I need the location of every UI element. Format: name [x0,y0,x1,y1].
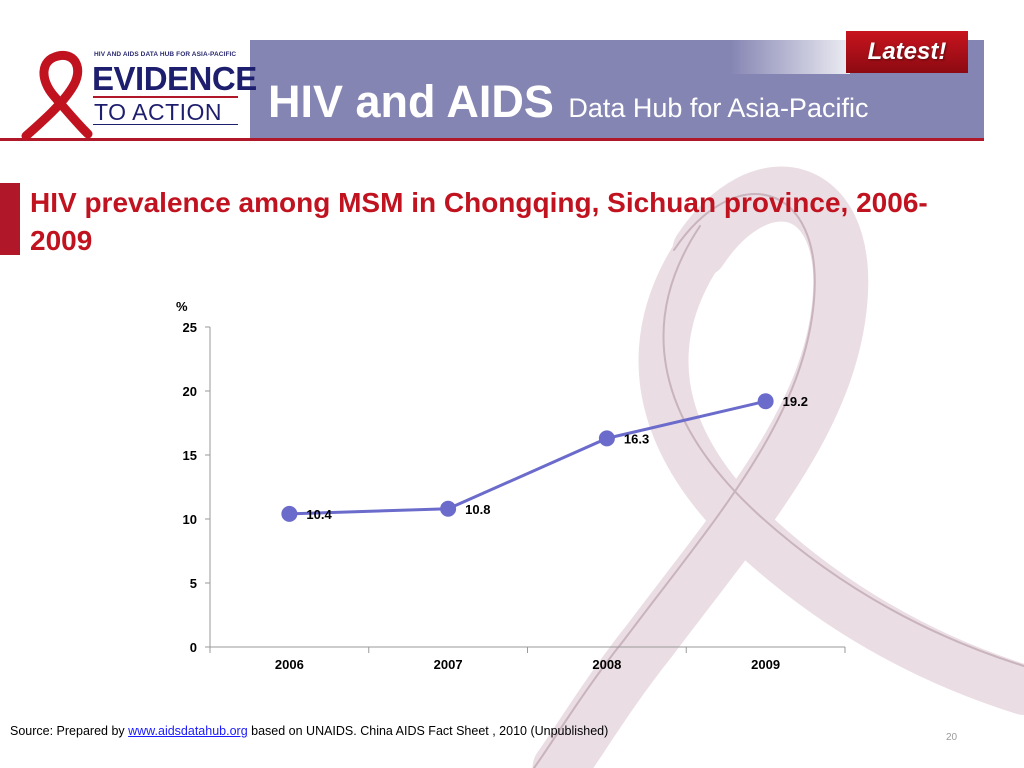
data-point [281,505,298,522]
y-axis-unit-label: % [176,299,188,314]
y-tick-label: 0 [190,640,197,655]
slide-title: HIV prevalence among MSM in Chongqing, S… [30,187,928,256]
data-label: 19.2 [783,394,808,409]
y-tick-label: 5 [190,576,197,591]
source-suffix: based on UNAIDS. China AIDS Fact Sheet ,… [247,724,609,738]
data-point [598,430,615,447]
latest-badge-label: Latest! [867,38,947,65]
logo-evidence-text: EVIDENCE [92,60,257,97]
page-number: 20 [946,732,958,743]
series-line [289,399,766,516]
source-link[interactable]: www.aidsdatahub.org [128,724,248,738]
y-tick-label: 25 [183,320,197,335]
data-point [440,500,457,517]
x-tick-label: 2008 [592,657,621,672]
red-ribbon-icon [21,51,93,140]
x-tick-label: 2009 [751,657,780,672]
logo-action-text: TO ACTION [94,99,223,125]
header-underline [0,138,984,141]
y-tick-label: 15 [183,448,197,463]
x-tick-label: 2006 [275,657,304,672]
header-title: HIV and AIDS Data Hub for Asia-Pacific [268,76,868,128]
y-tick-label: 10 [183,512,197,527]
header-title-sub: Data Hub for Asia-Pacific [568,93,869,123]
logo-divider [93,96,238,98]
x-tick-label: 2007 [434,657,463,672]
logo-divider-bottom [93,124,238,125]
header-title-main: HIV and AIDS [268,76,554,127]
source-prefix: Source: Prepared by [10,724,129,738]
logo-small-text: HIV AND AIDS DATA HUB FOR ASIA-PACIFIC [94,51,237,58]
data-point [757,393,774,410]
data-label: 10.8 [465,502,490,517]
title-accent-bar [0,183,20,255]
latest-badge[interactable]: Latest! [846,31,968,73]
source-note: Source: Prepared by www.aidsdatahub.org … [10,724,608,738]
data-label: 10.4 [306,507,332,522]
y-tick-label: 20 [183,384,197,399]
data-label: 16.3 [624,431,649,446]
latest-glow [730,28,850,74]
